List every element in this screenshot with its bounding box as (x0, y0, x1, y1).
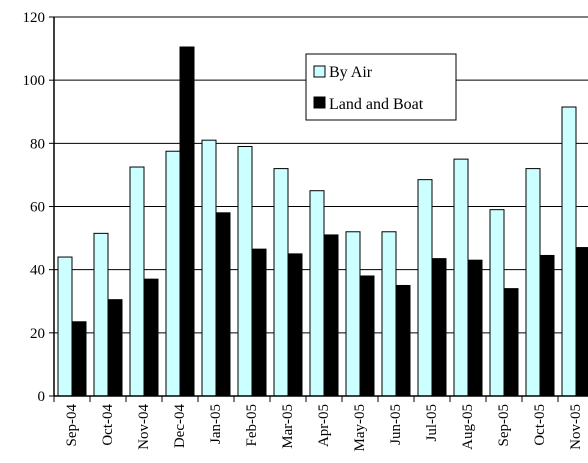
bar-land-and-boat (287, 253, 303, 397)
legend-swatch-land-and-boat (313, 96, 326, 109)
bar-land-and-boat (215, 212, 231, 397)
x-tick-label: Jul-05 (424, 404, 440, 442)
x-tick-label: Dec-04 (172, 404, 188, 449)
x-tick-label: Oct-05 (532, 404, 548, 446)
bar-land-and-boat (251, 248, 267, 397)
bar-by-air (561, 106, 577, 397)
bar-by-air (237, 145, 253, 397)
bar-land-and-boat (359, 275, 375, 397)
legend-box (305, 53, 457, 121)
bar-land-and-boat (431, 258, 447, 397)
legend-label-by-air: By Air (329, 64, 373, 81)
bar-by-air (525, 168, 541, 397)
bar-land-and-boat (143, 278, 159, 397)
x-tick-label: Nov-05 (568, 404, 584, 450)
y-tick-label: 60 (30, 200, 45, 216)
bar-land-and-boat (179, 46, 195, 397)
x-tick-label: Nov-04 (136, 404, 152, 450)
x-tick-label: May-05 (352, 404, 368, 452)
x-tick-label: Jun-05 (388, 404, 404, 445)
bar-by-air (417, 179, 433, 397)
bar-land-and-boat (575, 247, 588, 397)
x-tick-label: Apr-05 (316, 404, 332, 447)
x-tick-label: Oct-04 (100, 404, 116, 446)
bar-by-air (309, 190, 325, 397)
x-tick-label: Sep-05 (496, 404, 512, 447)
bar-by-air (93, 232, 109, 397)
x-tick-label: Feb-05 (244, 404, 260, 447)
bar-land-and-boat (323, 234, 339, 397)
legend-label-land-and-boat: Land and Boat (329, 96, 424, 113)
x-tick-label: Sep-04 (64, 404, 80, 447)
x-axis: Sep-04 Oct-04 Nov-04 Dec-04 Jan-05 Feb-05 Mar-… (53, 396, 584, 452)
y-tick-label: 20 (30, 326, 45, 342)
y-axis: 0 20 40 60 80 100 120 (23, 10, 54, 405)
bar-land-and-boat (539, 254, 555, 397)
bar-by-air (129, 166, 145, 397)
bar-land-and-boat (467, 259, 483, 397)
bar-by-air (165, 150, 181, 397)
y-tick-label: 0 (38, 389, 46, 405)
y-tick-label: 120 (23, 10, 46, 26)
bar-land-and-boat (71, 321, 87, 397)
y-tick-label: 80 (30, 136, 45, 152)
bar-by-air (489, 209, 505, 397)
legend: By Air Land and Boat (305, 53, 457, 121)
x-tick-label: Mar-05 (280, 404, 296, 449)
x-tick-label: Aug-05 (460, 404, 476, 450)
bar-by-air (381, 231, 397, 397)
bar-by-air (57, 256, 73, 397)
bar-land-and-boat (107, 299, 123, 397)
bar-land-and-boat (395, 284, 411, 397)
bar-by-air (201, 139, 217, 397)
bar-by-air (453, 158, 469, 397)
bar-by-air (345, 231, 361, 397)
y-tick-label: 40 (30, 263, 45, 279)
bar-land-and-boat (503, 288, 519, 397)
bar-by-air (273, 168, 289, 397)
legend-swatch-by-air (313, 65, 326, 78)
bars (57, 46, 588, 397)
x-tick-label: Jan-05 (208, 404, 224, 444)
y-tick-label: 100 (23, 73, 46, 89)
